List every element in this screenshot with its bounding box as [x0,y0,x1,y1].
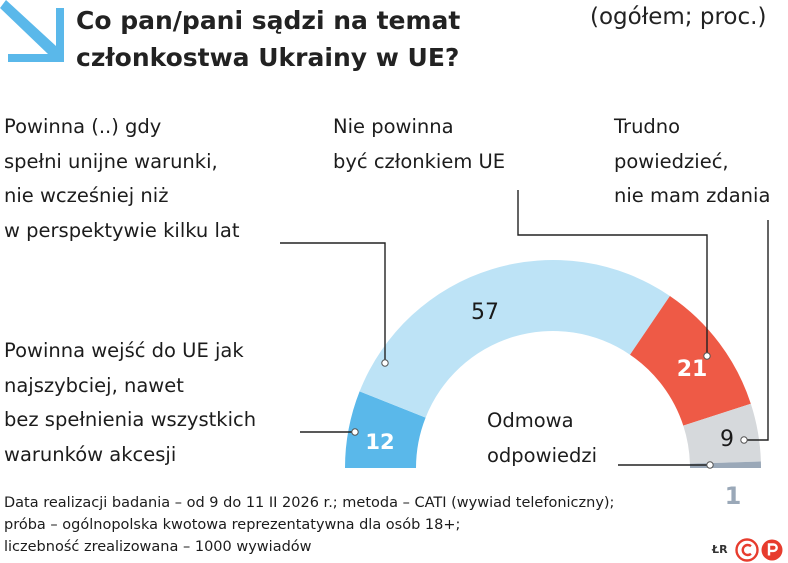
slice-trudno [683,403,761,464]
arrow-down-right-icon [0,0,64,62]
value-label: 9 [720,427,734,452]
value-label: 1 [725,482,742,510]
label-nie-powinna: Nie powinna być członkiem UE [333,115,506,173]
leader-trudno [744,220,769,441]
leader-dot [351,428,359,436]
value-label: 21 [677,357,708,382]
leader-nie-powinna [517,190,708,355]
label-powinna-kilka-lat: Powinna (..) gdy spełni unijne warunki, … [4,115,240,242]
methodology-note: Data realizacji badania – od 9 do 11 II … [4,495,615,555]
author-credit: ŁR [712,543,728,556]
slice-nie-powinna [630,295,751,426]
label-jak-najszybciej: Powinna wejść do UE jak najszybciej, naw… [4,339,257,466]
chart-title: Co pan/pani sądzi na temat członkostwa U… [76,6,461,72]
value-label: 12 [365,430,394,454]
leader-dot [740,436,748,444]
label-trudno-powiedziec: Trudno powiedzieć, nie mam zdania [614,115,771,207]
cp-logo-icon [735,538,783,562]
label-odmowa: Odmowa odpowiedzi [487,409,598,467]
leader-dot [706,461,714,469]
leader-dot [381,359,389,367]
chart-subtitle: (ogółem; proc.) [590,4,767,30]
leader-dot [703,352,711,360]
leader-kilka-lat [280,242,386,360]
slice-kilka-lat [359,260,670,418]
slice-jak-najszybciej [345,391,426,468]
value-label: 57 [471,300,499,325]
